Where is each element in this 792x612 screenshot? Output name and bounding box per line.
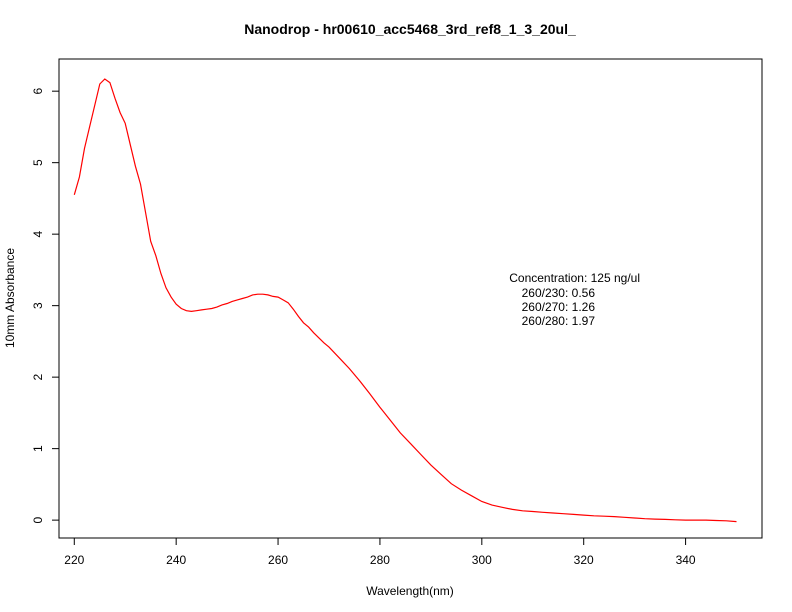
x-axis: 220 240 260 280 300 320 340 <box>64 538 696 567</box>
x-axis-label: Wavelength(nm) <box>366 584 454 598</box>
x-tick-label: 220 <box>64 553 84 567</box>
x-tick-label: 320 <box>574 553 594 567</box>
y-tick-label: 3 <box>31 302 45 309</box>
annotation-concentration: Concentration: 125 ng/ul <box>509 271 640 285</box>
y-tick-label: 2 <box>31 373 45 380</box>
x-tick-label: 340 <box>676 553 696 567</box>
annotation-ratio-260-230: 260/230: 0.56 <box>522 286 596 300</box>
x-tick-label: 280 <box>370 553 390 567</box>
x-tick-label: 300 <box>472 553 492 567</box>
y-axis: 0 1 2 3 4 5 6 <box>31 88 59 523</box>
measurement-annotations: Concentration: 125 ng/ul 260/230: 0.56 2… <box>509 271 640 328</box>
annotation-ratio-260-280: 260/280: 1.97 <box>522 314 596 328</box>
chart-title: Nanodrop - hr00610_acc5468_3rd_ref8_1_3_… <box>244 21 576 37</box>
y-tick-label: 6 <box>31 88 45 95</box>
plot-frame <box>58 58 763 539</box>
y-tick-label: 1 <box>31 445 45 452</box>
y-tick-label: 4 <box>31 231 45 238</box>
y-axis-label: 10mm Absorbance <box>3 248 17 348</box>
annotation-ratio-260-270: 260/270: 1.26 <box>522 300 596 314</box>
absorbance-series-line <box>73 78 737 523</box>
y-tick-label: 0 <box>31 516 45 523</box>
x-tick-label: 240 <box>166 553 186 567</box>
y-tick-label: 5 <box>31 159 45 166</box>
x-tick-label: 260 <box>268 553 288 567</box>
